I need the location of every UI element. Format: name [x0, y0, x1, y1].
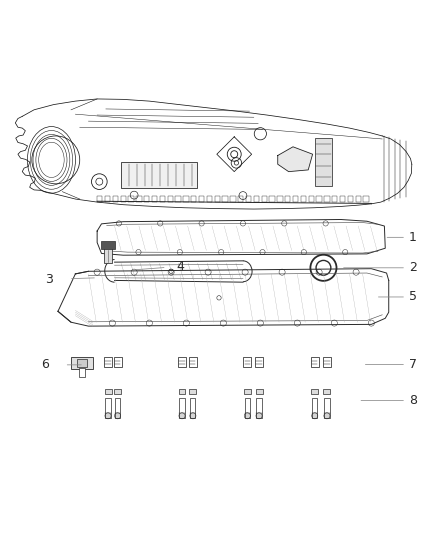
- Bar: [144, 197, 149, 202]
- Bar: [356, 197, 361, 202]
- Bar: [312, 398, 318, 418]
- Text: 2: 2: [409, 261, 417, 274]
- Bar: [106, 398, 111, 418]
- Bar: [348, 197, 353, 202]
- Bar: [244, 357, 251, 367]
- Bar: [277, 197, 283, 202]
- Bar: [309, 197, 314, 202]
- Polygon shape: [97, 220, 385, 255]
- Bar: [178, 357, 186, 367]
- Text: 4: 4: [176, 260, 184, 273]
- Bar: [293, 197, 298, 202]
- Bar: [101, 241, 115, 249]
- Bar: [120, 197, 126, 202]
- Bar: [256, 398, 261, 418]
- Bar: [121, 162, 197, 188]
- Bar: [168, 197, 173, 202]
- Bar: [104, 357, 112, 367]
- Bar: [160, 197, 165, 202]
- Bar: [207, 197, 212, 202]
- Bar: [105, 197, 110, 202]
- Bar: [223, 197, 228, 202]
- Bar: [255, 357, 263, 367]
- Bar: [323, 389, 330, 394]
- Bar: [176, 197, 181, 202]
- Text: 6: 6: [41, 358, 49, 371]
- Bar: [114, 357, 121, 367]
- Bar: [215, 197, 220, 202]
- Bar: [191, 197, 196, 202]
- Bar: [114, 389, 121, 394]
- Bar: [136, 197, 141, 202]
- Text: 8: 8: [409, 394, 417, 407]
- Bar: [244, 389, 251, 394]
- Bar: [340, 197, 345, 202]
- Bar: [323, 357, 331, 367]
- Bar: [317, 197, 322, 202]
- Bar: [190, 398, 195, 418]
- Bar: [311, 389, 318, 394]
- Bar: [238, 197, 244, 202]
- Bar: [104, 247, 113, 263]
- Bar: [179, 389, 185, 394]
- Text: 1: 1: [409, 231, 417, 244]
- Bar: [128, 197, 134, 202]
- Bar: [189, 357, 197, 367]
- Bar: [77, 359, 87, 367]
- Polygon shape: [278, 147, 313, 172]
- Bar: [285, 197, 290, 202]
- Bar: [261, 197, 267, 202]
- Bar: [315, 138, 332, 186]
- Bar: [311, 357, 319, 367]
- Bar: [301, 197, 306, 202]
- Text: 7: 7: [409, 358, 417, 371]
- Text: 3: 3: [45, 273, 53, 286]
- Text: 5: 5: [409, 290, 417, 303]
- Bar: [332, 197, 337, 202]
- Bar: [254, 197, 259, 202]
- Bar: [152, 197, 157, 202]
- Polygon shape: [58, 269, 389, 326]
- Bar: [245, 398, 250, 418]
- Bar: [324, 398, 329, 418]
- Bar: [269, 197, 275, 202]
- Bar: [199, 197, 204, 202]
- Bar: [115, 398, 120, 418]
- Bar: [180, 398, 185, 418]
- Bar: [255, 389, 262, 394]
- Bar: [246, 197, 251, 202]
- Bar: [230, 197, 236, 202]
- Bar: [97, 197, 102, 202]
- Bar: [113, 197, 118, 202]
- Bar: [71, 358, 93, 369]
- Bar: [324, 197, 329, 202]
- Bar: [189, 389, 196, 394]
- Circle shape: [312, 256, 335, 279]
- Bar: [79, 368, 85, 377]
- Bar: [105, 389, 112, 394]
- Bar: [364, 197, 369, 202]
- Bar: [184, 197, 188, 202]
- Bar: [115, 262, 243, 281]
